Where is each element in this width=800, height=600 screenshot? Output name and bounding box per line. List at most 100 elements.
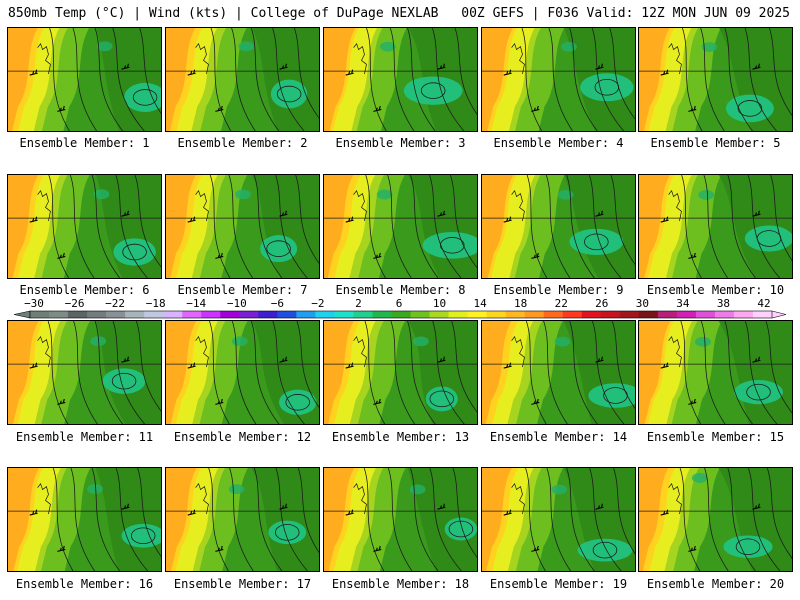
wind-barb [57,545,66,552]
wind-barb [279,503,288,510]
height-contour [724,321,753,424]
wind-barb [121,63,130,70]
height-contour [521,28,543,131]
temperature-field-map [324,28,477,131]
colorbar-swatch [334,311,354,318]
wind-barb [752,503,761,510]
cool-pocket [235,189,251,200]
height-contour [111,372,137,390]
wind-barb [595,503,604,510]
temperature-band [324,321,354,424]
height-contour [285,394,310,411]
height-contour [134,175,161,268]
height-contour [420,82,446,99]
height-contour [611,321,635,409]
colorbar-swatch [201,311,221,318]
ensemble-map-panel [481,320,636,425]
height-contour [387,468,413,571]
ensemble-member-label: Ensemble Member: 16 [15,577,154,591]
ensemble-member-label: Ensemble Member: 4 [493,136,624,150]
temperature-band [482,321,512,424]
wind-barb [531,398,540,405]
cool-pocket [580,73,634,102]
height-contour [569,28,598,131]
wind-barb [660,362,669,369]
height-contour [132,89,158,106]
colorbar-swatch [505,311,526,318]
height-contour [276,85,302,103]
wind-barb [503,69,512,76]
ensemble-member-label: Ensemble Member: 6 [19,283,150,297]
colorbar-swatch [752,311,773,318]
colorbar-swatch [258,311,278,318]
wind-barb [660,69,669,76]
height-contour [365,175,386,278]
height-contour [274,524,300,541]
ensemble-member-label: Ensemble Member: 13 [331,430,470,444]
colorbar-arrow-right [771,310,787,319]
height-contour [440,237,465,254]
height-contour [525,468,546,571]
wind-barb [688,398,697,405]
ensemble-map-panel [7,320,162,425]
wind-barb [187,509,196,516]
colorbar-tick-label: 30 [636,297,649,310]
cool-pocket [102,368,146,394]
temperature-field-map [639,321,792,424]
colorbar-swatch [68,311,88,318]
coastline [353,189,367,222]
height-contour [229,468,254,571]
wind-barb [688,252,697,259]
height-contour [727,468,756,571]
temperature-band [639,468,669,571]
height-contour [48,175,69,278]
ensemble-map-panel [638,320,793,425]
colorbar-swatch [315,311,335,318]
cool-pocket [744,225,792,252]
height-contour [603,387,628,404]
height-contour [135,321,161,412]
height-contour [429,390,455,408]
wind-barb [688,105,697,112]
colorbar-swatch [106,311,126,318]
colorbar-tick-label: 14 [473,297,487,310]
wind-barb [345,216,354,223]
colorbar-swatch [733,311,754,318]
wind-barb [29,69,38,76]
height-contour [432,321,465,424]
ensemble-map-panel [165,320,320,425]
wind-barb [215,398,224,405]
colorbar-tick-label: −22 [105,297,125,310]
colorbar-tick-label: −18 [146,297,166,310]
height-contour [680,321,701,424]
wind-barb [187,216,196,223]
temperature-field-map [639,28,792,131]
temperature-band [324,175,354,278]
wind-barb [345,362,354,369]
height-contour [272,28,305,131]
temperature-field-map [166,28,319,131]
height-contour [275,468,308,571]
colorbar-tick-label: 34 [676,297,690,310]
cool-pocket [412,336,429,347]
temperature-field-map [482,28,635,131]
colorbar-tick-label: −26 [65,297,85,310]
cool-pocket [238,41,255,52]
coastline [668,189,682,222]
wind-barb [660,509,669,516]
wind-barb [503,509,512,516]
colorbar-swatch [676,311,697,318]
wind-barb [29,216,38,223]
height-contour [296,321,319,408]
height-contour [735,538,761,555]
height-contour [208,468,229,571]
cool-pocket [734,380,783,405]
temperature-band [482,28,513,131]
ensemble-map-panel [7,174,162,279]
ensemble-member-label: Ensemble Member: 17 [173,577,312,591]
temperature-field-map [166,321,319,424]
temperature-field-map [639,468,792,571]
wind-barb [595,63,604,70]
colorbar-tick-label: 26 [595,297,608,310]
ensemble-map-panel [323,27,478,132]
